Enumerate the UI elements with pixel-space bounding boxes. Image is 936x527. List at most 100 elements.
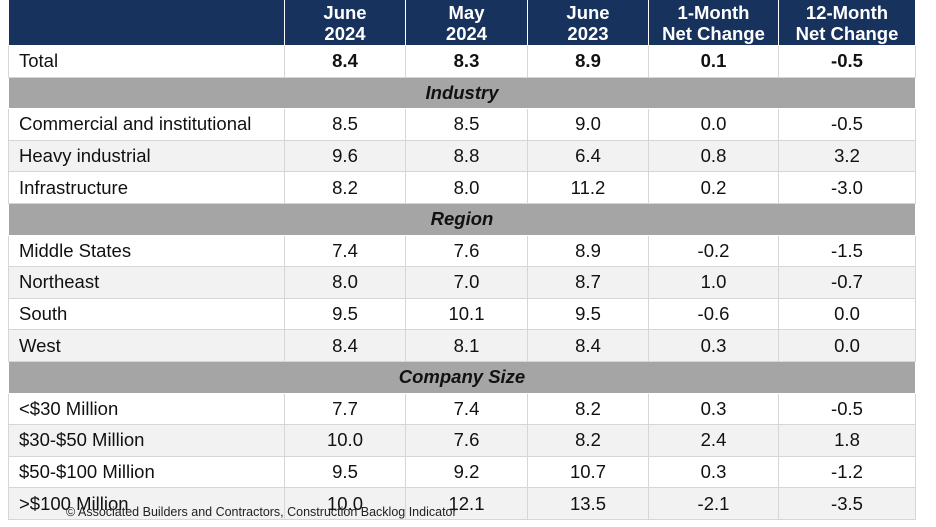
cell-value: 8.0 xyxy=(284,266,406,299)
row-label: Total xyxy=(8,45,285,78)
table-header: June 2024 May 2024 June 2023 1-Month Net Change… xyxy=(8,0,916,46)
column-header: June 2024 xyxy=(284,0,406,46)
cell-value: 0.1 xyxy=(648,45,779,78)
data-row: West 8.4 8.1 8.4 0.3 0.0 xyxy=(8,329,916,362)
cell-value: 8.4 xyxy=(284,45,406,78)
cell-value: -0.5 xyxy=(778,392,916,426)
data-row: Northeast 8.0 7.0 8.7 1.0 -0.7 xyxy=(8,266,916,299)
cell-value: -0.5 xyxy=(778,108,916,141)
cell-value: 8.2 xyxy=(527,424,649,457)
backlog-table: June 2024 May 2024 June 2023 1-Month Net Change… xyxy=(8,0,916,520)
cell-value: 6.4 xyxy=(527,139,649,173)
cell-value: 7.6 xyxy=(405,234,528,268)
data-row: >$100 Million 10.0 12.1 13.5 -2.1 -3.5 xyxy=(8,487,916,520)
row-label: >$100 Million xyxy=(8,487,285,520)
cell-value: 8.4 xyxy=(527,329,649,362)
column-header: May 2024 xyxy=(405,0,528,46)
column-header: 1-Month Net Change xyxy=(648,0,779,46)
table-body: Total 8.4 8.3 8.9 0.1 -0.5 Industry Commercial … xyxy=(8,45,916,520)
cell-value: 9.5 xyxy=(284,455,406,489)
cell-value: 8.9 xyxy=(527,234,649,268)
data-row: <$30 Million 7.7 7.4 8.2 0.3 -0.5 xyxy=(8,392,916,426)
row-label: West xyxy=(8,329,285,362)
cell-value: 8.5 xyxy=(284,108,406,141)
cell-value: 0.8 xyxy=(648,139,779,173)
data-row: South 9.5 10.1 9.5 -0.6 0.0 xyxy=(8,297,916,331)
cell-value: -1.2 xyxy=(778,455,916,489)
row-label: Middle States xyxy=(8,234,285,268)
section-title: Region xyxy=(8,202,916,236)
cell-value: -0.2 xyxy=(648,234,779,268)
header-corner xyxy=(8,0,285,46)
section-row: Industry xyxy=(8,76,916,110)
data-row: Infrastructure 8.2 8.0 11.2 0.2 -3.0 xyxy=(8,171,916,204)
column-header: 12-Month Net Change xyxy=(778,0,916,46)
section-row: Region xyxy=(8,202,916,236)
header-line: June xyxy=(323,1,367,23)
row-label: $50-$100 Million xyxy=(8,455,285,489)
row-label: South xyxy=(8,297,285,331)
section-row: Company Size xyxy=(8,360,916,394)
cell-value: 1.0 xyxy=(648,266,779,299)
cell-value: 0.0 xyxy=(778,297,916,331)
header-row: June 2024 May 2024 June 2023 1-Month Net Change… xyxy=(8,0,916,46)
cell-value: 2.4 xyxy=(648,424,779,457)
cell-value: 0.0 xyxy=(778,329,916,362)
cell-value: -2.1 xyxy=(648,487,779,520)
cell-value: 12.1 xyxy=(405,487,528,520)
cell-value: 8.5 xyxy=(405,108,528,141)
section-title: Industry xyxy=(8,76,916,110)
cell-value: 0.3 xyxy=(648,392,779,426)
cell-value: 9.6 xyxy=(284,139,406,173)
data-row: Heavy industrial 9.6 8.8 6.4 0.8 3.2 xyxy=(8,139,916,173)
cell-value: 7.0 xyxy=(405,266,528,299)
row-label: Infrastructure xyxy=(8,171,285,204)
section-title: Company Size xyxy=(8,360,916,394)
cell-value: -3.5 xyxy=(778,487,916,520)
cell-value: 8.9 xyxy=(527,45,649,78)
header-line: May xyxy=(448,1,485,23)
row-label: <$30 Million xyxy=(8,392,285,426)
total-row: Total 8.4 8.3 8.9 0.1 -0.5 xyxy=(8,45,916,78)
cell-value: -0.5 xyxy=(778,45,916,78)
data-row: Middle States 7.4 7.6 8.9 -0.2 -1.5 xyxy=(8,234,916,268)
cell-value: -3.0 xyxy=(778,171,916,204)
header-line: Net Change xyxy=(795,22,899,44)
row-label: Northeast xyxy=(8,266,285,299)
header-line: 2024 xyxy=(445,22,488,44)
header-line: June xyxy=(566,1,610,23)
header-line: 2023 xyxy=(567,22,609,44)
cell-value: 8.8 xyxy=(405,139,528,173)
cell-value: 1.8 xyxy=(778,424,916,457)
cell-value: 3.2 xyxy=(778,139,916,173)
cell-value: 9.5 xyxy=(284,297,406,331)
cell-value: 9.5 xyxy=(527,297,649,331)
header-line: Net Change xyxy=(662,22,765,44)
cell-value: 9.0 xyxy=(527,108,649,141)
column-header: June 2023 xyxy=(527,0,649,46)
cell-value: 0.3 xyxy=(648,455,779,489)
data-row: $30-$50 Million 10.0 7.6 8.2 2.4 1.8 xyxy=(8,424,916,457)
header-line: 1-Month xyxy=(677,1,750,23)
cell-value: 7.6 xyxy=(405,424,528,457)
cell-value: 10.0 xyxy=(284,424,406,457)
source-note: © Associated Builders and Contractors, C… xyxy=(66,505,457,519)
cell-value: 13.5 xyxy=(527,487,649,520)
data-row: $50-$100 Million 9.5 9.2 10.7 0.3 -1.2 xyxy=(8,455,916,489)
cell-value: 8.2 xyxy=(284,171,406,204)
header-line: 12-Month xyxy=(805,1,889,23)
data-row: Commercial and institutional 8.5 8.5 9.0 0.0… xyxy=(8,108,916,141)
cell-value: 8.0 xyxy=(405,171,528,204)
cell-value: 0.3 xyxy=(648,329,779,362)
cell-value: 10.7 xyxy=(527,455,649,489)
cell-value: 0.0 xyxy=(648,108,779,141)
row-label: Commercial and institutional xyxy=(8,108,285,141)
cell-value: 8.2 xyxy=(527,392,649,426)
cell-value: -1.5 xyxy=(778,234,916,268)
cell-value: 7.4 xyxy=(405,392,528,426)
cell-value: 7.7 xyxy=(284,392,406,426)
cell-value: 0.2 xyxy=(648,171,779,204)
row-label: $30-$50 Million xyxy=(8,424,285,457)
cell-value: 8.4 xyxy=(284,329,406,362)
